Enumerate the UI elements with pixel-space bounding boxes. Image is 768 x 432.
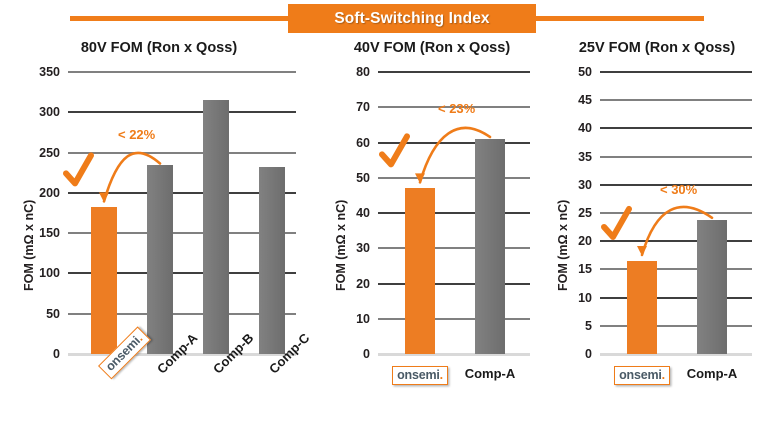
category-label-comp-a: Comp-A xyxy=(464,366,516,381)
onsemi-logo: onsemi. xyxy=(614,366,670,385)
gridline xyxy=(378,106,530,109)
category-label-comp-a: Comp-A xyxy=(686,366,738,381)
bar-onsemi xyxy=(91,207,117,354)
gridline xyxy=(600,296,752,299)
y-axis-label-25v: FOM (mΩ x nC) xyxy=(556,199,570,291)
y-tick-label: 70 xyxy=(356,100,370,115)
onsemi-logo: onsemi. xyxy=(392,366,448,385)
y-tick-label: 15 xyxy=(578,262,592,277)
y-tick-label: 300 xyxy=(39,105,60,120)
category-label-onsemi: onsemi. xyxy=(386,366,454,385)
gridline xyxy=(378,282,530,285)
chart-title-40v: 40V FOM (Ron x Qoss) xyxy=(353,40,511,56)
y-axis-label-40v: FOM (mΩ x nC) xyxy=(334,199,348,291)
gridline xyxy=(600,155,752,158)
y-axis-label-80v: FOM (mΩ x nC) xyxy=(22,199,36,291)
gridline xyxy=(378,212,530,214)
y-tick-label: 60 xyxy=(356,135,370,150)
banner-rule-right xyxy=(532,16,704,21)
chart-title-25v: 25V FOM (Ron x Qoss) xyxy=(578,40,736,56)
gridline xyxy=(68,111,296,114)
gridline xyxy=(378,71,530,73)
axis-baseline-80v xyxy=(68,353,296,356)
bar-comp-b xyxy=(203,100,229,354)
y-tick-label: 40 xyxy=(356,206,370,220)
y-tick-label: 40 xyxy=(578,121,592,136)
y-tick-label: 150 xyxy=(39,226,60,241)
bar-comp-a xyxy=(475,138,505,354)
banner: Soft-Switching Index xyxy=(0,0,768,38)
chart-panel-25v: 25V FOM (Ron x Qoss) FOM (mΩ x nC) 0 5 10 1… xyxy=(546,36,768,432)
chart-title-80v: 80V FOM (Ron x Qoss) xyxy=(80,40,238,56)
gridline xyxy=(68,312,296,315)
bar-onsemi xyxy=(627,260,657,354)
y-tick-label: 250 xyxy=(39,145,60,160)
y-tick-label: 50 xyxy=(356,170,370,185)
gridline xyxy=(378,141,530,144)
chart-panel-80v: 80V FOM (Ron x Qoss) FOM (mΩ x nC) 0 50 10… xyxy=(0,36,318,432)
y-tick-label: 350 xyxy=(39,65,60,79)
chart-panel-40v: 40V FOM (Ron x Qoss) FOM (mΩ x nC) 0 10 20… xyxy=(318,36,546,432)
axis-baseline-25v xyxy=(600,353,752,356)
gridline xyxy=(600,183,752,186)
y-tick-label: 0 xyxy=(363,347,370,361)
gridline xyxy=(600,268,752,271)
y-tick-label: 45 xyxy=(578,93,592,108)
gridline xyxy=(600,324,752,327)
check-mark-icon xyxy=(63,152,94,187)
y-tick-label: 200 xyxy=(39,185,60,200)
plot-area-80v: 0 50 100 150 200 250 300 350 onsemi. Comp-A Comp-B… xyxy=(39,65,312,380)
gridline xyxy=(68,151,296,154)
axis-baseline-40v xyxy=(378,353,530,356)
category-label-onsemi: onsemi. xyxy=(608,366,676,385)
banner-box: Soft-Switching Index xyxy=(288,4,536,33)
gridline xyxy=(600,212,752,214)
gridline xyxy=(378,317,530,320)
y-tick-label: 20 xyxy=(578,234,592,249)
bar-onsemi xyxy=(405,188,435,354)
gridline xyxy=(378,247,530,250)
y-tick-label: 30 xyxy=(578,177,592,192)
bar-comp-a xyxy=(147,165,173,354)
gridline xyxy=(68,272,296,275)
plot-area-25v: 0 5 10 15 20 25 30 35 40 45 50 onsemi. Comp-A < 30% xyxy=(578,65,752,385)
banner-rule-left xyxy=(70,16,292,21)
y-tick-label: 100 xyxy=(39,266,60,281)
gridline xyxy=(600,127,752,130)
bar-comp-c xyxy=(259,167,285,354)
reduction-annotation-80v: < 22% xyxy=(118,127,156,143)
y-tick-label: 30 xyxy=(356,241,370,256)
gridline xyxy=(68,71,296,73)
y-tick-label: 5 xyxy=(585,318,592,333)
y-tick-label: 25 xyxy=(578,206,592,220)
y-tick-label: 10 xyxy=(578,290,592,305)
y-tick-label: 50 xyxy=(578,65,592,79)
gridline xyxy=(600,240,752,243)
bar-comp-a xyxy=(697,219,727,354)
y-tick-label: 0 xyxy=(585,347,592,361)
gridline xyxy=(600,71,752,73)
y-tick-label: 0 xyxy=(53,347,60,361)
y-tick-label: 10 xyxy=(356,311,370,326)
banner-title: Soft-Switching Index xyxy=(334,9,490,27)
gridline xyxy=(68,191,296,194)
y-tick-label: 80 xyxy=(356,65,370,79)
gridline xyxy=(378,176,530,179)
reduction-annotation-40v: < 23% xyxy=(438,100,476,116)
gridline xyxy=(68,232,296,235)
y-tick-label: 50 xyxy=(46,306,60,321)
plot-area-40v: 0 10 20 30 40 50 60 70 80 onsemi. Comp-A < 23% xyxy=(356,65,530,385)
y-tick-label: 20 xyxy=(356,276,370,291)
reduction-annotation-25v: < 30% xyxy=(660,181,698,197)
y-tick-label: 35 xyxy=(578,149,592,164)
gridline xyxy=(600,99,752,102)
